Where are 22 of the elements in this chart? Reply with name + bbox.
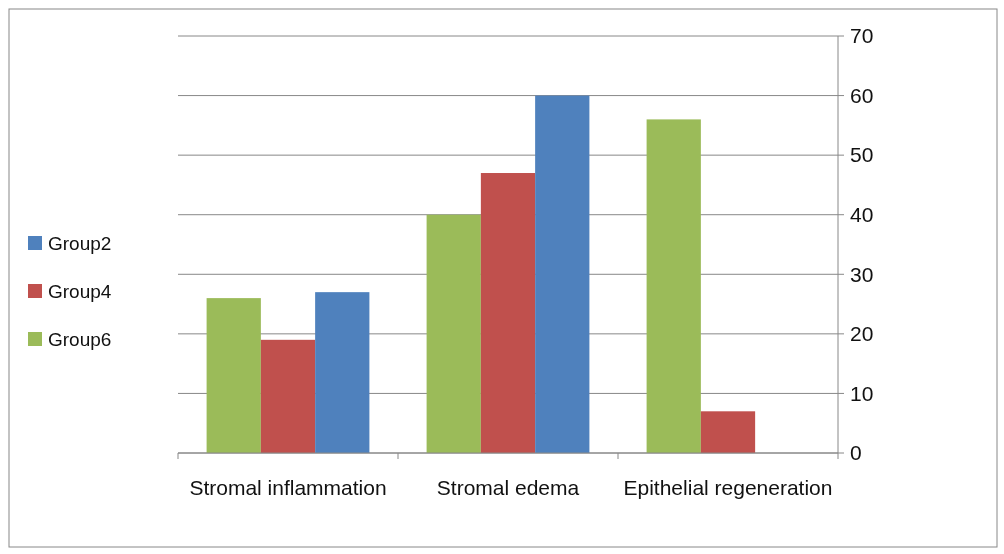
bar <box>646 119 701 453</box>
y-tick-label: 30 <box>850 262 874 286</box>
bar <box>426 214 481 453</box>
bar <box>700 411 756 453</box>
bar <box>206 298 261 453</box>
x-tick-label: Epithelial regeneration <box>623 476 833 499</box>
legend-label: Group6 <box>48 328 112 350</box>
y-tick-label: 60 <box>850 83 874 107</box>
legend-label: Group4 <box>48 280 112 302</box>
y-tick-label: 40 <box>850 203 874 227</box>
y-tick-label: 20 <box>850 322 874 346</box>
y-tick-label: 0 <box>850 441 862 465</box>
bar <box>315 292 370 453</box>
y-tick-label: 10 <box>850 381 874 405</box>
bar <box>260 339 316 453</box>
legend-label: Group2 <box>48 232 112 254</box>
bar <box>535 95 590 453</box>
y-tick-label: 50 <box>850 143 874 167</box>
x-tick-label: Stromal inflammation <box>189 476 387 499</box>
x-tick-label: Stromal edema <box>436 476 580 499</box>
y-tick-label: 70 <box>850 24 874 48</box>
bar <box>480 173 536 453</box>
